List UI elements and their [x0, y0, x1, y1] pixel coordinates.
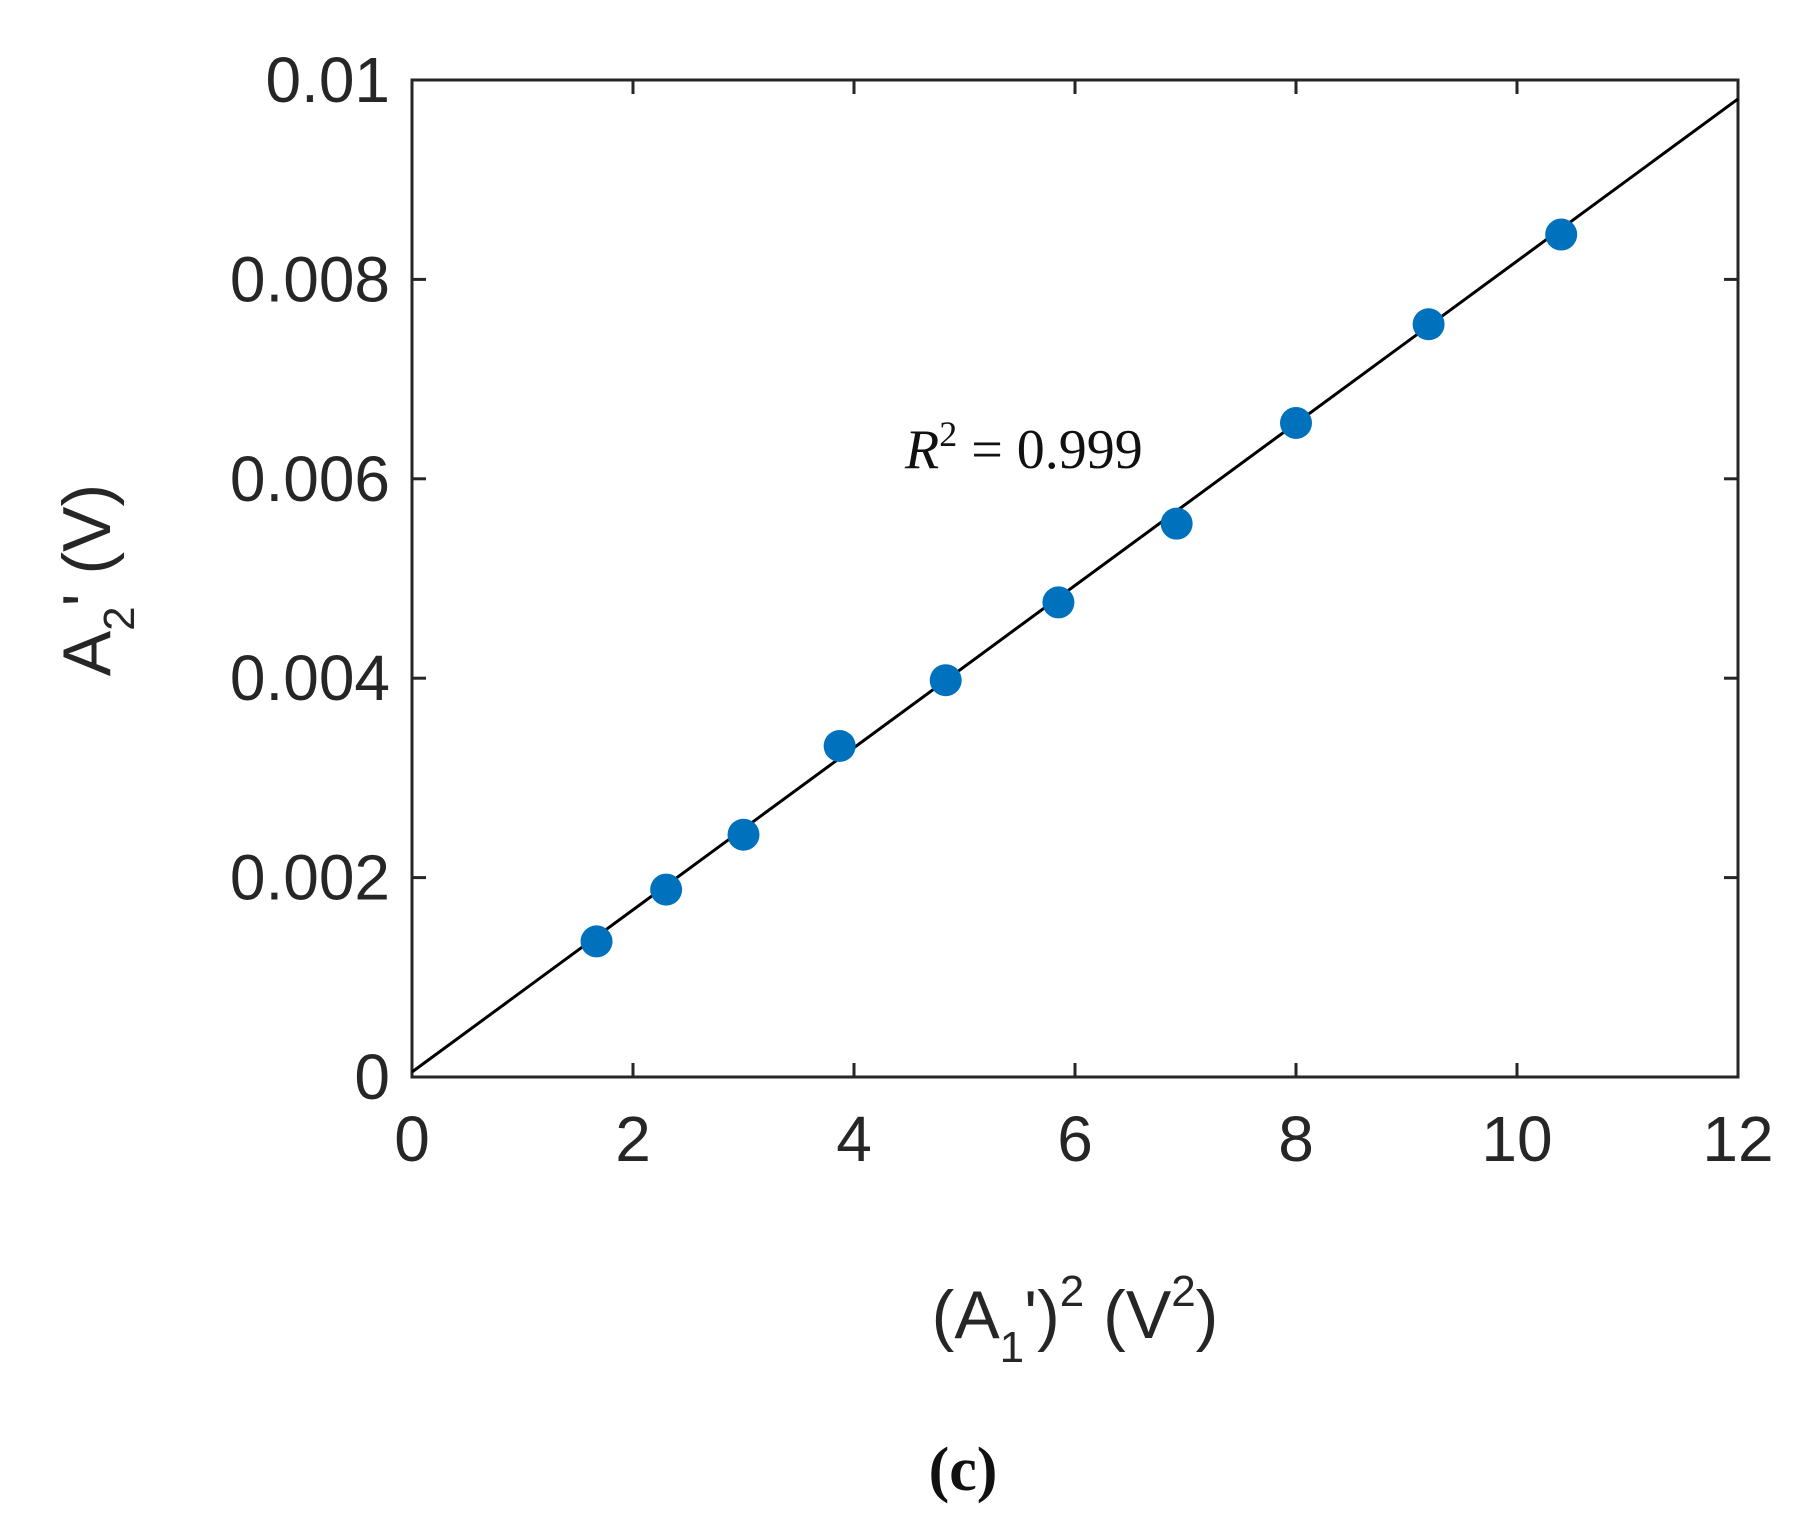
y-label-subscript: 2	[95, 606, 144, 630]
x-tick-label: 4	[836, 1103, 872, 1175]
x-label-open: (A	[932, 1277, 1001, 1353]
x-tick-label: 8	[1278, 1103, 1314, 1175]
x-tick-label: 12	[1702, 1103, 1773, 1175]
x-axis-ticks: 0 2 4 6 8 10 12	[394, 80, 1774, 1175]
x-label-mid: ')	[1024, 1277, 1060, 1353]
data-point	[1412, 308, 1445, 341]
fit-line	[411, 97, 1739, 1074]
r-squared-value: = 0.999	[957, 419, 1143, 481]
x-label-unit: (V	[1084, 1277, 1172, 1353]
data-point	[1545, 218, 1578, 251]
r-superscript: 2	[939, 414, 957, 454]
panel-label: (c)	[929, 1436, 998, 1504]
x-label-close: )	[1196, 1277, 1219, 1353]
y-tick-label: 0.01	[265, 44, 390, 116]
y-tick-label: 0.002	[230, 842, 390, 914]
data-point	[580, 925, 613, 958]
y-tick-label: 0.004	[230, 642, 390, 714]
data-point	[823, 729, 856, 762]
r-squared-annotation: R2 = 0.999	[904, 414, 1143, 481]
data-point	[929, 664, 962, 697]
y-label-main: A	[49, 630, 125, 676]
data-point	[1160, 507, 1193, 540]
y-axis-ticks: 0 0.002 0.004 0.006 0.008 0.01	[230, 44, 1738, 1113]
y-tick-label: 0.008	[230, 243, 390, 315]
x-axis-label: (A1')2 (V2)	[932, 1267, 1219, 1372]
x-tick-label: 0	[394, 1103, 430, 1175]
data-point	[650, 873, 683, 906]
x-tick-label: 2	[615, 1103, 651, 1175]
y-label-unit: ' (V)	[49, 484, 125, 607]
data-points	[580, 218, 1578, 958]
x-label-unit-superscript: 2	[1171, 1267, 1195, 1316]
x-label-subscript: 1	[1000, 1323, 1024, 1372]
data-point	[727, 818, 760, 851]
data-point	[1280, 406, 1312, 439]
y-axis-label: A2' (V)	[49, 484, 144, 676]
x-tick-label: 6	[1057, 1103, 1093, 1175]
r-symbol: R	[904, 419, 939, 481]
x-label-superscript: 2	[1060, 1267, 1084, 1316]
y-tick-label: 0.006	[230, 443, 390, 515]
y-tick-label: 0	[354, 1041, 390, 1113]
data-point	[1042, 586, 1075, 619]
x-tick-label: 10	[1481, 1103, 1552, 1175]
